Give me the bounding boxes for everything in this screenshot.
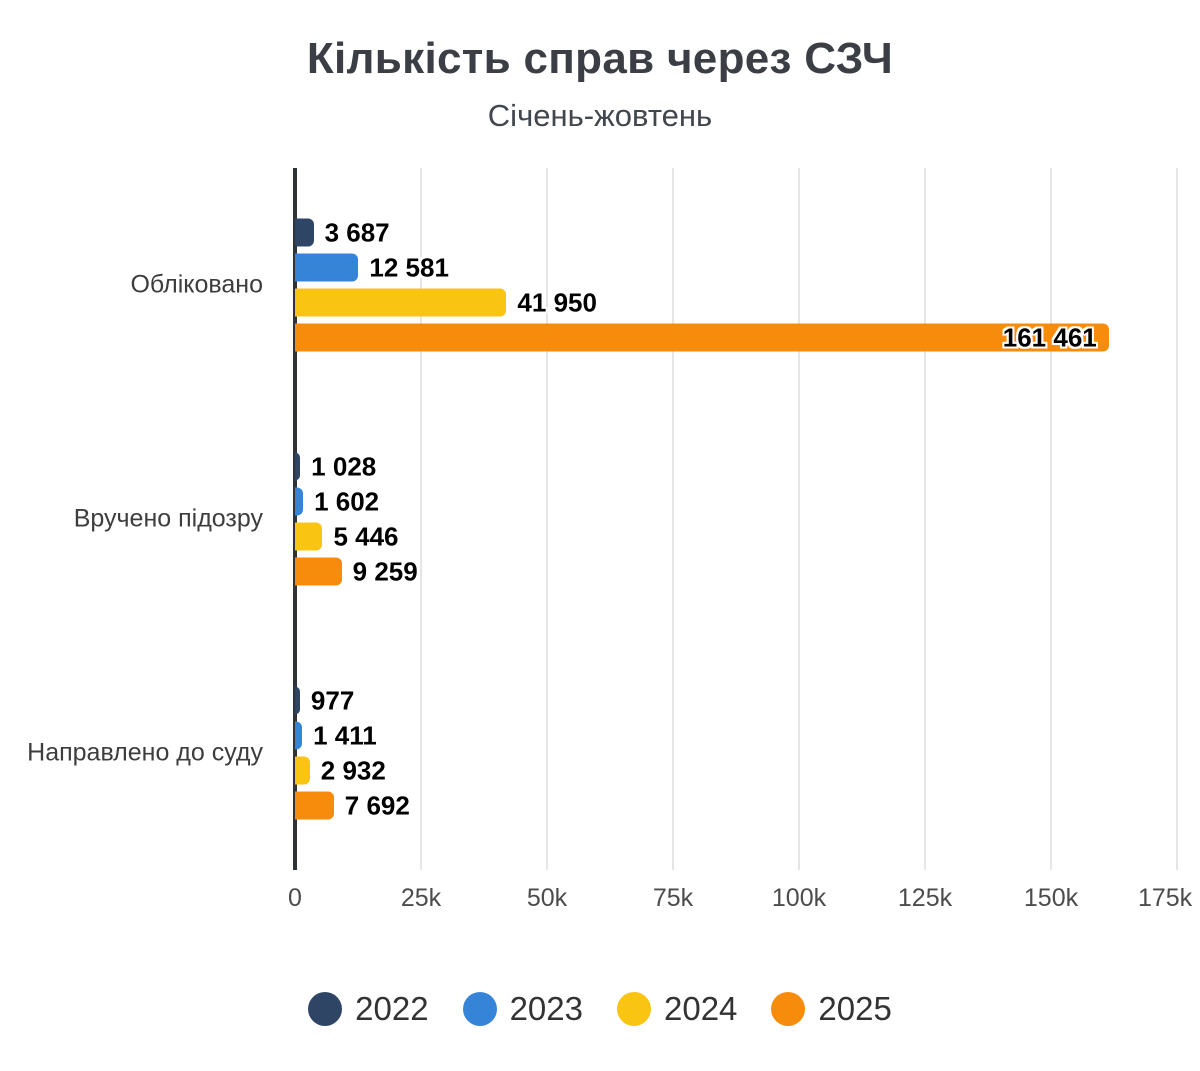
bar-row: 1 602	[295, 486, 1177, 517]
bar-row: 977	[295, 685, 1177, 716]
legend-label: 2022	[355, 990, 429, 1027]
bar-row: 1 028	[295, 451, 1177, 482]
plot-area: Обліковано 3 687 12 581 41 950 161 461 Вручен…	[27, 168, 1178, 870]
gridline	[798, 168, 800, 870]
bar-2024	[295, 756, 310, 785]
bar-row: 7 692	[295, 790, 1177, 821]
value-label: 41 950	[517, 287, 597, 318]
x-tick-label: 0	[288, 884, 302, 912]
bar-2024	[295, 522, 323, 551]
grid-layer	[295, 168, 1178, 870]
category-label: Обліковано	[130, 270, 263, 299]
bar-stack: 1 028 1 602 5 446 9 259	[295, 451, 1177, 587]
legend-label: 2023	[509, 990, 583, 1027]
value-label: 1 411	[313, 720, 377, 751]
gridline	[672, 168, 674, 870]
x-tick-label: 75k	[652, 884, 694, 912]
chart-title: Кількість справ через СЗЧ	[306, 34, 894, 83]
value-label: 161 461	[1002, 322, 1097, 353]
bar-2023	[295, 487, 304, 516]
gridline	[1050, 168, 1052, 870]
category-label: Направлено до суду	[27, 738, 263, 767]
legend-item-2022: 2022	[308, 990, 429, 1028]
bar-row: 9 259	[295, 556, 1177, 587]
bar-row: 1 411	[295, 720, 1177, 751]
bar-row: 3 687	[295, 217, 1177, 248]
bar-stack: 3 687 12 581 41 950 161 461	[295, 217, 1177, 353]
x-axis: 0 25k 50k 75k 100k 125k 150k 175k	[288, 870, 1192, 920]
bar-row: 12 581	[295, 252, 1177, 283]
category-label: Вручено підозру	[73, 504, 263, 533]
bar-2022	[295, 686, 300, 715]
legend-label: 2024	[664, 990, 738, 1027]
bar-2025	[295, 323, 1109, 352]
bar-stack: 977 1 411 2 932 7 692	[295, 685, 1177, 821]
value-label: 9 259	[352, 556, 418, 587]
bar-2024	[295, 288, 507, 317]
value-label: 2 932	[320, 755, 386, 786]
x-tick-label: 50k	[526, 884, 568, 912]
legend-swatch-2023	[462, 992, 497, 1026]
value-label: 12 581	[369, 252, 449, 283]
gridline	[1176, 168, 1178, 870]
y-axis-line	[293, 168, 297, 870]
bar-2022	[295, 452, 301, 481]
bar-row: 5 446	[295, 521, 1177, 552]
value-label: 1 028	[311, 451, 377, 482]
gridline	[546, 168, 548, 870]
legend-swatch-2025	[771, 992, 806, 1026]
category-band: Обліковано 3 687 12 581 41 950 161 461	[130, 168, 1177, 402]
x-tick-label: 150k	[1023, 884, 1079, 912]
bar-row: 2 932	[295, 755, 1177, 786]
gridline	[924, 168, 926, 870]
bar-2023	[295, 721, 303, 750]
legend-label: 2025	[818, 990, 892, 1027]
bar-2023	[295, 253, 359, 282]
bar-row: 41 950	[295, 287, 1177, 318]
bar-2025	[295, 557, 342, 586]
legend-swatch-2022	[308, 992, 343, 1026]
legend-swatch-2024	[617, 992, 651, 1026]
bar-row: 161 461	[295, 322, 1177, 353]
bar-2025	[295, 791, 334, 820]
value-label: 977	[310, 685, 355, 716]
legend-item-2024: 2024	[617, 990, 737, 1028]
value-label: 3 687	[324, 217, 390, 248]
x-tick-label: 100k	[771, 884, 827, 912]
x-tick-label: 25k	[400, 884, 442, 912]
category-band: Вручено підозру 1 028 1 602 5 446 9 259	[74, 402, 1177, 636]
legend: 2022 2023 2024 2025	[0, 990, 1200, 1028]
gridline	[420, 168, 422, 870]
value-label: 5 446	[333, 521, 399, 552]
bar-2022	[295, 218, 314, 247]
legend-item-2023: 2023	[462, 990, 583, 1028]
value-label: 1 602	[314, 486, 380, 517]
legend-item-2025: 2025	[771, 990, 892, 1028]
chart-subtitle: Січень-жовтень	[487, 98, 713, 133]
bar-groups: Обліковано 3 687 12 581 41 950 161 461 Вручен…	[27, 168, 1177, 870]
x-tick-label: 125k	[897, 884, 953, 912]
x-tick-label: 175k	[1137, 884, 1193, 912]
value-label: 7 692	[344, 790, 410, 821]
category-band: Направлено до суду 977 1 411 2 932 7 692	[27, 636, 1177, 870]
